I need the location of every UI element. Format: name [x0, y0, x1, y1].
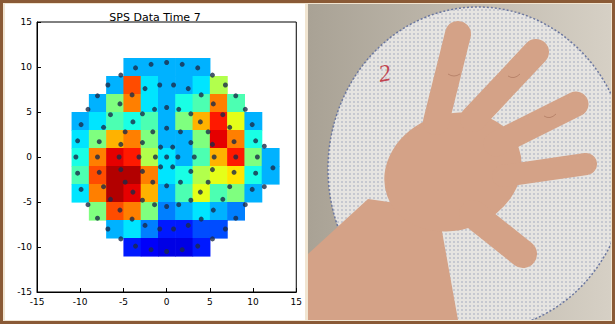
svg-text:-10: -10 — [73, 297, 88, 307]
svg-text:10: 10 — [21, 62, 33, 72]
svg-text:-10: -10 — [17, 242, 32, 252]
svg-text:5: 5 — [26, 107, 32, 117]
svg-text:-15: -15 — [30, 297, 45, 307]
svg-text:15: 15 — [291, 297, 302, 307]
svg-text:-15: -15 — [17, 287, 32, 297]
svg-text:0: 0 — [26, 152, 32, 162]
svg-text:SPS Data Time 7: SPS Data Time 7 — [109, 11, 200, 24]
svg-text:5: 5 — [207, 297, 213, 307]
svg-text:-5: -5 — [119, 297, 128, 307]
svg-text:15: 15 — [21, 17, 32, 27]
svg-text:10: 10 — [247, 297, 259, 307]
svg-text:-5: -5 — [23, 197, 32, 207]
svg-text:2: 2 — [376, 59, 392, 87]
svg-text:0: 0 — [164, 297, 170, 307]
